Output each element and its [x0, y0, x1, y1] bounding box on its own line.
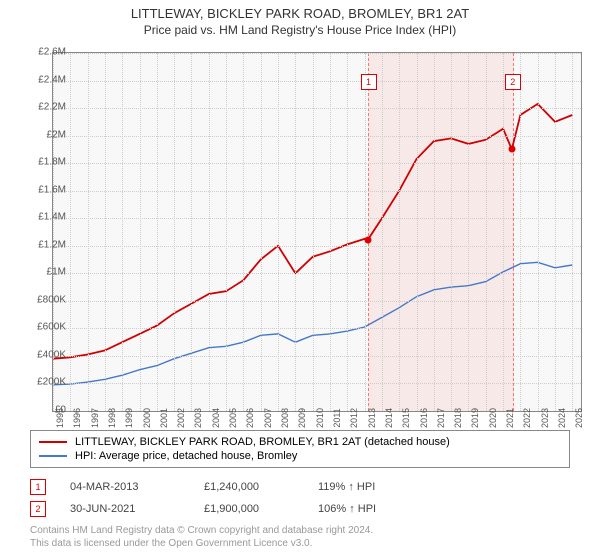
- y-axis-label: £2.4M: [22, 74, 66, 85]
- legend-label: HPI: Average price, detached house, Brom…: [75, 450, 297, 462]
- x-axis-label: 2016: [419, 408, 429, 428]
- x-axis-label: 2024: [557, 408, 567, 428]
- x-axis-label: 2000: [142, 408, 152, 428]
- tx-marker: 1: [30, 479, 46, 495]
- y-axis-label: £1.4M: [22, 212, 66, 223]
- x-axis-label: 1999: [124, 408, 134, 428]
- chart-marker: 2: [505, 74, 521, 90]
- tx-pct: 119% ↑ HPI: [318, 481, 408, 493]
- x-axis-label: 2022: [522, 408, 532, 428]
- y-axis-label: £2.2M: [22, 102, 66, 113]
- x-axis-label: 1995: [55, 408, 65, 428]
- y-axis-label: £600K: [22, 322, 66, 333]
- licence-text: Contains HM Land Registry data © Crown c…: [30, 520, 570, 550]
- x-axis-label: 2008: [280, 408, 290, 428]
- x-axis-label: 2005: [228, 408, 238, 428]
- x-axis-label: 2013: [367, 408, 377, 428]
- x-axis-label: 2019: [470, 408, 480, 428]
- legend-swatch: [39, 441, 67, 443]
- tx-date: 04-MAR-2013: [70, 481, 180, 493]
- chart-svg: [53, 53, 581, 411]
- x-axis-label: 2015: [401, 408, 411, 428]
- price-dot: [364, 237, 371, 244]
- transaction-row: 2 30-JUN-2021 £1,900,000 106% ↑ HPI: [30, 498, 570, 520]
- licence-line: Contains HM Land Registry data © Crown c…: [30, 525, 373, 536]
- x-axis-label: 1998: [107, 408, 117, 428]
- x-axis-label: 2010: [315, 408, 325, 428]
- chart-title: LITTLEWAY, BICKLEY PARK ROAD, BROMLEY, B…: [0, 0, 600, 21]
- tx-pct: 106% ↑ HPI: [318, 503, 408, 515]
- legend: LITTLEWAY, BICKLEY PARK ROAD, BROMLEY, B…: [30, 430, 570, 468]
- x-axis-label: 2025: [574, 408, 584, 428]
- x-axis-label: 2017: [436, 408, 446, 428]
- x-axis-label: 2006: [245, 408, 255, 428]
- x-axis-label: 1997: [90, 408, 100, 428]
- chart-marker: 1: [361, 74, 377, 90]
- x-axis-label: 2004: [211, 408, 221, 428]
- y-axis-label: £200K: [22, 377, 66, 388]
- legend-item: LITTLEWAY, BICKLEY PARK ROAD, BROMLEY, B…: [39, 435, 561, 449]
- legend-label: LITTLEWAY, BICKLEY PARK ROAD, BROMLEY, B…: [75, 436, 450, 448]
- tx-price: £1,900,000: [204, 503, 294, 515]
- y-axis-label: £800K: [22, 294, 66, 305]
- x-axis-label: 2011: [332, 408, 342, 427]
- x-axis-label: 1996: [72, 408, 82, 428]
- x-axis-label: 2018: [453, 408, 463, 428]
- tx-date: 30-JUN-2021: [70, 503, 180, 515]
- x-axis-label: 2021: [505, 408, 515, 428]
- licence-line: This data is licensed under the Open Gov…: [30, 538, 312, 549]
- y-axis-label: £1.8M: [22, 157, 66, 168]
- x-axis-label: 2002: [176, 408, 186, 428]
- y-axis-label: £400K: [22, 349, 66, 360]
- footer: 1 04-MAR-2013 £1,240,000 119% ↑ HPI 2 30…: [30, 476, 570, 550]
- x-axis-label: 2023: [540, 408, 550, 428]
- chart-subtitle: Price paid vs. HM Land Registry's House …: [0, 21, 600, 37]
- x-axis-label: 2007: [263, 408, 273, 428]
- y-axis-label: £2M: [22, 129, 66, 140]
- chart-container: LITTLEWAY, BICKLEY PARK ROAD, BROMLEY, B…: [0, 0, 600, 560]
- y-axis-label: £1.2M: [22, 239, 66, 250]
- y-axis-label: £1M: [22, 267, 66, 278]
- tx-price: £1,240,000: [204, 481, 294, 493]
- transaction-row: 1 04-MAR-2013 £1,240,000 119% ↑ HPI: [30, 476, 570, 498]
- tx-marker: 2: [30, 501, 46, 517]
- legend-swatch: [39, 455, 67, 457]
- x-axis-label: 2009: [297, 408, 307, 428]
- price-dot: [508, 146, 515, 153]
- y-axis-label: £1.6M: [22, 184, 66, 195]
- y-axis-label: £2.6M: [22, 47, 66, 58]
- legend-item: HPI: Average price, detached house, Brom…: [39, 449, 561, 463]
- plot-area: 12: [52, 52, 582, 412]
- x-axis-label: 2003: [193, 408, 203, 428]
- x-axis-label: 2001: [159, 408, 169, 428]
- x-axis-label: 2012: [349, 408, 359, 428]
- x-axis-label: 2020: [488, 408, 498, 428]
- x-axis-label: 2014: [384, 408, 394, 428]
